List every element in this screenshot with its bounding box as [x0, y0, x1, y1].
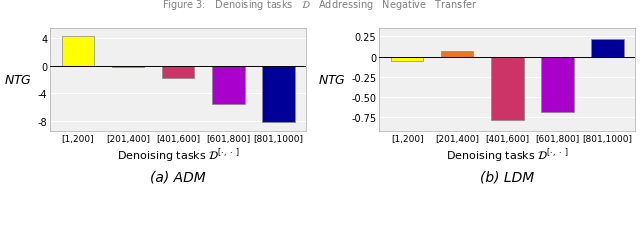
Bar — [491, 57, 524, 120]
X-axis label: Denoising tasks $\mathcal{D}^{[\cdot,\,\cdot\,]}$: Denoising tasks $\mathcal{D}^{[\cdot,\,\… — [117, 146, 239, 164]
Y-axis label: $NTG$: $NTG$ — [318, 74, 346, 87]
Bar — [212, 67, 244, 104]
Bar — [61, 37, 94, 67]
Bar — [391, 57, 424, 62]
Bar — [591, 39, 624, 57]
Bar — [162, 67, 195, 79]
Bar — [541, 57, 573, 112]
Text: Figure 3:   Denoising tasks   $\mathcal{D}$   Addressing   Negative   Transfer: Figure 3: Denoising tasks $\mathcal{D}$ … — [162, 0, 478, 12]
Title: (b) LDM: (b) LDM — [480, 170, 534, 184]
Y-axis label: $NTG$: $NTG$ — [4, 74, 32, 87]
Bar — [441, 52, 474, 57]
X-axis label: Denoising tasks $\mathcal{D}^{[\cdot,\,\cdot\,]}$: Denoising tasks $\mathcal{D}^{[\cdot,\,\… — [446, 146, 568, 164]
Title: (a) ADM: (a) ADM — [150, 170, 206, 184]
Bar — [262, 67, 294, 123]
